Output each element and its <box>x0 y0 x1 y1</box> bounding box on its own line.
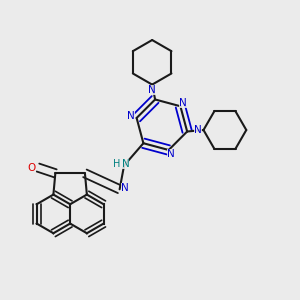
Text: N: N <box>167 148 175 159</box>
Text: H: H <box>113 159 120 169</box>
Text: N: N <box>194 125 202 135</box>
Text: N: N <box>179 98 187 108</box>
Text: N: N <box>122 159 129 169</box>
Text: N: N <box>128 112 135 122</box>
Text: N: N <box>121 183 129 193</box>
Text: O: O <box>27 163 35 172</box>
Text: N: N <box>148 85 156 95</box>
